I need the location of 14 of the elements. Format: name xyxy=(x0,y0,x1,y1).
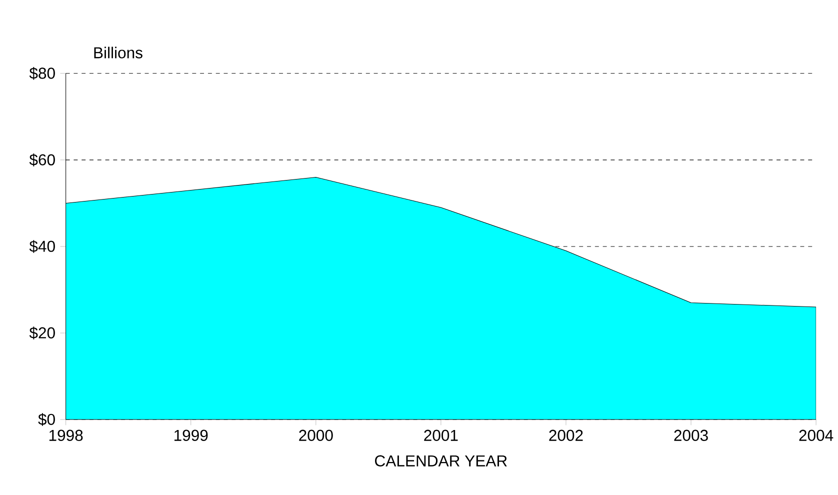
y-tick-label: $0 xyxy=(38,413,55,426)
y-tick-label: $40 xyxy=(29,240,55,254)
x-tick-label: 2000 xyxy=(299,430,333,442)
y-tick-label: $20 xyxy=(29,326,55,340)
x-tick-label: 1998 xyxy=(49,430,83,442)
y-tick-label: $60 xyxy=(29,154,55,167)
x-tick-label: 2001 xyxy=(424,430,458,442)
y-tick-label: $80 xyxy=(29,67,55,80)
y-axis-title: Billions xyxy=(94,46,142,59)
x-tick-label: 1999 xyxy=(174,430,208,442)
x-tick-label: 2004 xyxy=(799,430,834,442)
x-axis-title: CALENDAR YEAR xyxy=(375,456,507,467)
x-tick-label: 2002 xyxy=(549,430,583,442)
x-tick-label: 2003 xyxy=(674,430,708,442)
